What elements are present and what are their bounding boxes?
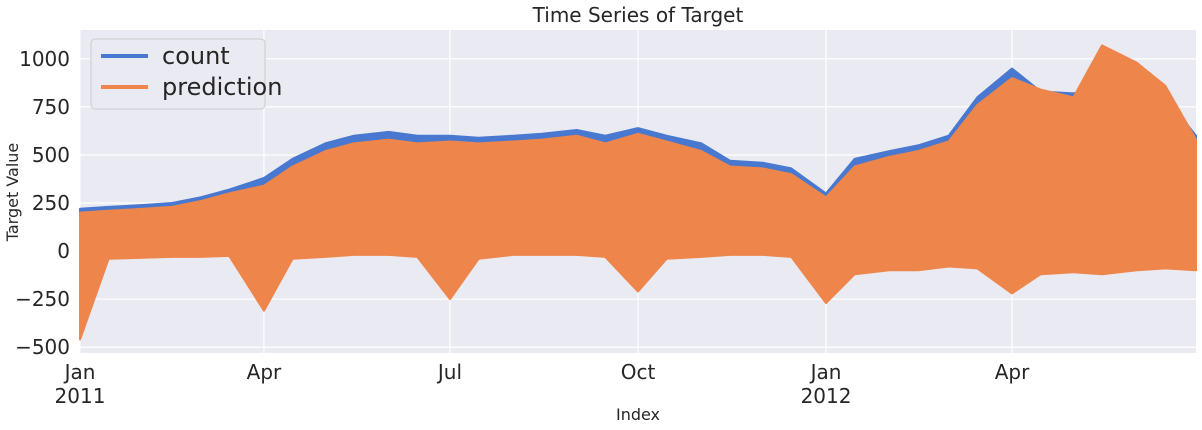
legend-label-count: count: [162, 42, 230, 70]
y-tick-label: 750: [32, 95, 70, 119]
x-tick-label: Apr: [247, 360, 282, 384]
x-axis-label: Index: [616, 405, 660, 424]
legend: count prediction: [90, 38, 282, 110]
chart-title: Time Series of Target: [532, 3, 744, 27]
series-prediction-spikes: [79, 55, 1197, 258]
legend-label-prediction: prediction: [162, 73, 282, 101]
y-tick-label: 250: [32, 191, 70, 215]
y-tick-label: 0: [57, 239, 70, 263]
y-tick-label: 1000: [19, 47, 70, 71]
x-tick-sublabel: 2012: [801, 384, 852, 408]
y-tick-label: −250: [15, 287, 70, 311]
x-tick-label: Apr: [995, 360, 1030, 384]
x-tick-sublabel: 2011: [55, 384, 106, 408]
x-tick-label: Jan: [809, 360, 842, 384]
series-layer: [79, 44, 1197, 341]
y-axis-label: Target Value: [3, 143, 22, 243]
x-tick-label: Jan: [63, 360, 96, 384]
y-tick-labels: −500 −250 0 250 500 750 1000: [15, 47, 70, 359]
series-prediction-band: [79, 44, 1197, 341]
y-tick-label: −500: [15, 335, 70, 359]
y-tick-label: 500: [32, 143, 70, 167]
x-tick-label: Oct: [621, 360, 656, 384]
x-tick-label: Jul: [436, 360, 462, 384]
